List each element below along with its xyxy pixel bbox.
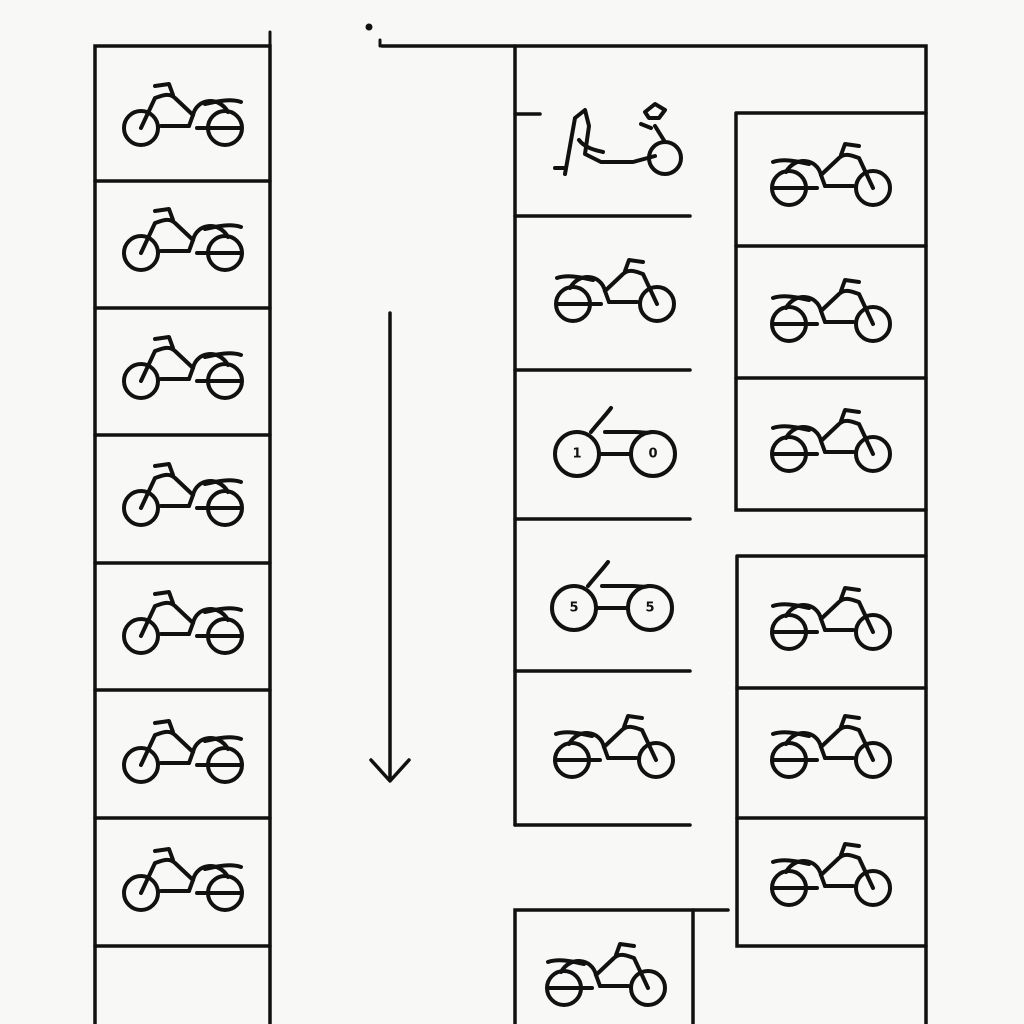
motorcycle-icon[interactable]	[770, 842, 892, 907]
left-column	[93, 44, 272, 1024]
motorcycle-icon[interactable]	[770, 142, 892, 207]
motorcycle-icon[interactable]	[770, 278, 892, 343]
motorcycle-icon[interactable]	[554, 258, 676, 323]
motorcycle-icon[interactable]	[545, 942, 667, 1007]
scooter-icon[interactable]	[553, 102, 683, 176]
aisle-entry-marks	[268, 23, 382, 48]
motorcycle-icon[interactable]	[124, 209, 242, 270]
bottom-center-block	[513, 908, 730, 1024]
motorcycle-icon[interactable]	[553, 714, 675, 779]
motorcycle-icon[interactable]	[124, 592, 242, 653]
top-wall	[380, 44, 928, 1024]
wheel-label-rear: 5	[645, 601, 654, 616]
bottom-center-icons	[545, 942, 667, 1007]
wheel-label-front: 1	[572, 447, 581, 462]
motorcycle-icon[interactable]	[124, 84, 242, 145]
right-upper-icons	[770, 142, 892, 473]
wheel-label-front: 5	[569, 601, 578, 616]
left-column-outline	[93, 44, 272, 1024]
center-column-icons: 1 0 5 5	[550, 102, 683, 779]
wheel-label-rear: 0	[648, 447, 657, 462]
motorcycle-icon[interactable]	[124, 849, 242, 910]
two-wheeler-icon[interactable]: 1 0	[553, 406, 677, 478]
center-column-dividers	[513, 214, 692, 673]
motorcycle-icon[interactable]	[770, 586, 892, 651]
motorcycle-icon[interactable]	[124, 721, 242, 782]
motorcycle-icon[interactable]	[770, 714, 892, 779]
traffic-direction-arrow	[369, 311, 411, 783]
right-upper-block	[734, 111, 928, 512]
right-lower-icons	[770, 586, 892, 907]
motorcycle-icon[interactable]	[770, 408, 892, 473]
motorcycle-icon[interactable]	[124, 337, 242, 398]
two-wheeler-icon[interactable]: 5 5	[550, 560, 674, 632]
left-column-icons	[124, 84, 242, 910]
left-column-dividers	[93, 179, 272, 948]
building-outline	[380, 44, 928, 1024]
right-lower-block	[735, 554, 928, 948]
motorcycle-icon[interactable]	[124, 464, 242, 525]
